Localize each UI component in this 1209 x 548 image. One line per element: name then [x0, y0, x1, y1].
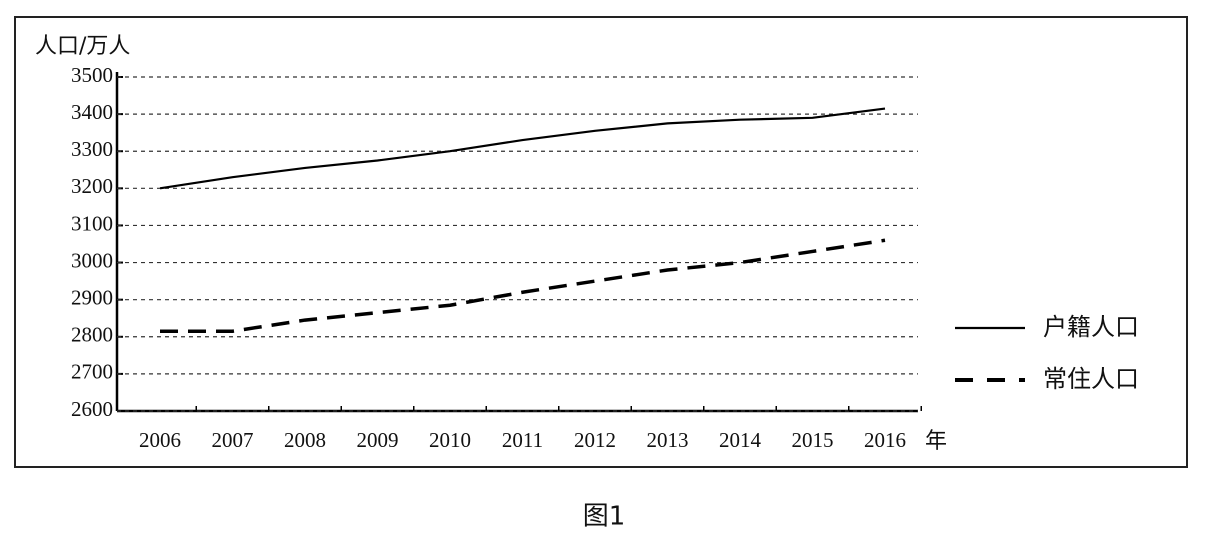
x-tick-label: 2010 — [429, 428, 471, 452]
y-tick-label: 2800 — [71, 323, 113, 347]
x-tick-label: 2014 — [719, 428, 762, 452]
x-tick-label: 2013 — [647, 428, 689, 452]
legend-label: 户籍人口 — [1043, 313, 1139, 341]
legend-label: 常住人口 — [1043, 365, 1139, 393]
y-tick-label: 3400 — [71, 100, 113, 124]
x-tick-label: 2016 — [864, 428, 906, 452]
caption: 图1 — [583, 502, 626, 532]
series-line — [159, 107, 886, 190]
y-tick-label: 3300 — [71, 137, 113, 161]
x-tick-label: 2012 — [574, 428, 616, 452]
x-tick-label: 2007 — [212, 428, 254, 452]
y-tick-label: 2900 — [71, 285, 113, 309]
x-tick-label: 2008 — [284, 428, 326, 452]
y-tick-label: 2700 — [71, 360, 113, 384]
x-tick-label: 2011 — [502, 428, 543, 452]
x-tick-label: 2009 — [357, 428, 399, 452]
y-tick-label: 3500 — [71, 63, 113, 87]
x-tick-label: 2015 — [792, 428, 834, 452]
y-tick-label: 3000 — [71, 248, 113, 272]
y-tick-label: 3100 — [71, 211, 113, 235]
y-axis-label: 人口/万人 — [35, 34, 130, 59]
x-axis-unit: 年 — [925, 429, 947, 454]
frame — [14, 16, 1188, 468]
y-tick-label: 3200 — [71, 174, 113, 198]
series-line — [160, 238, 886, 333]
x-tick-label: 2006 — [139, 428, 181, 452]
y-tick-label: 2600 — [71, 397, 113, 421]
